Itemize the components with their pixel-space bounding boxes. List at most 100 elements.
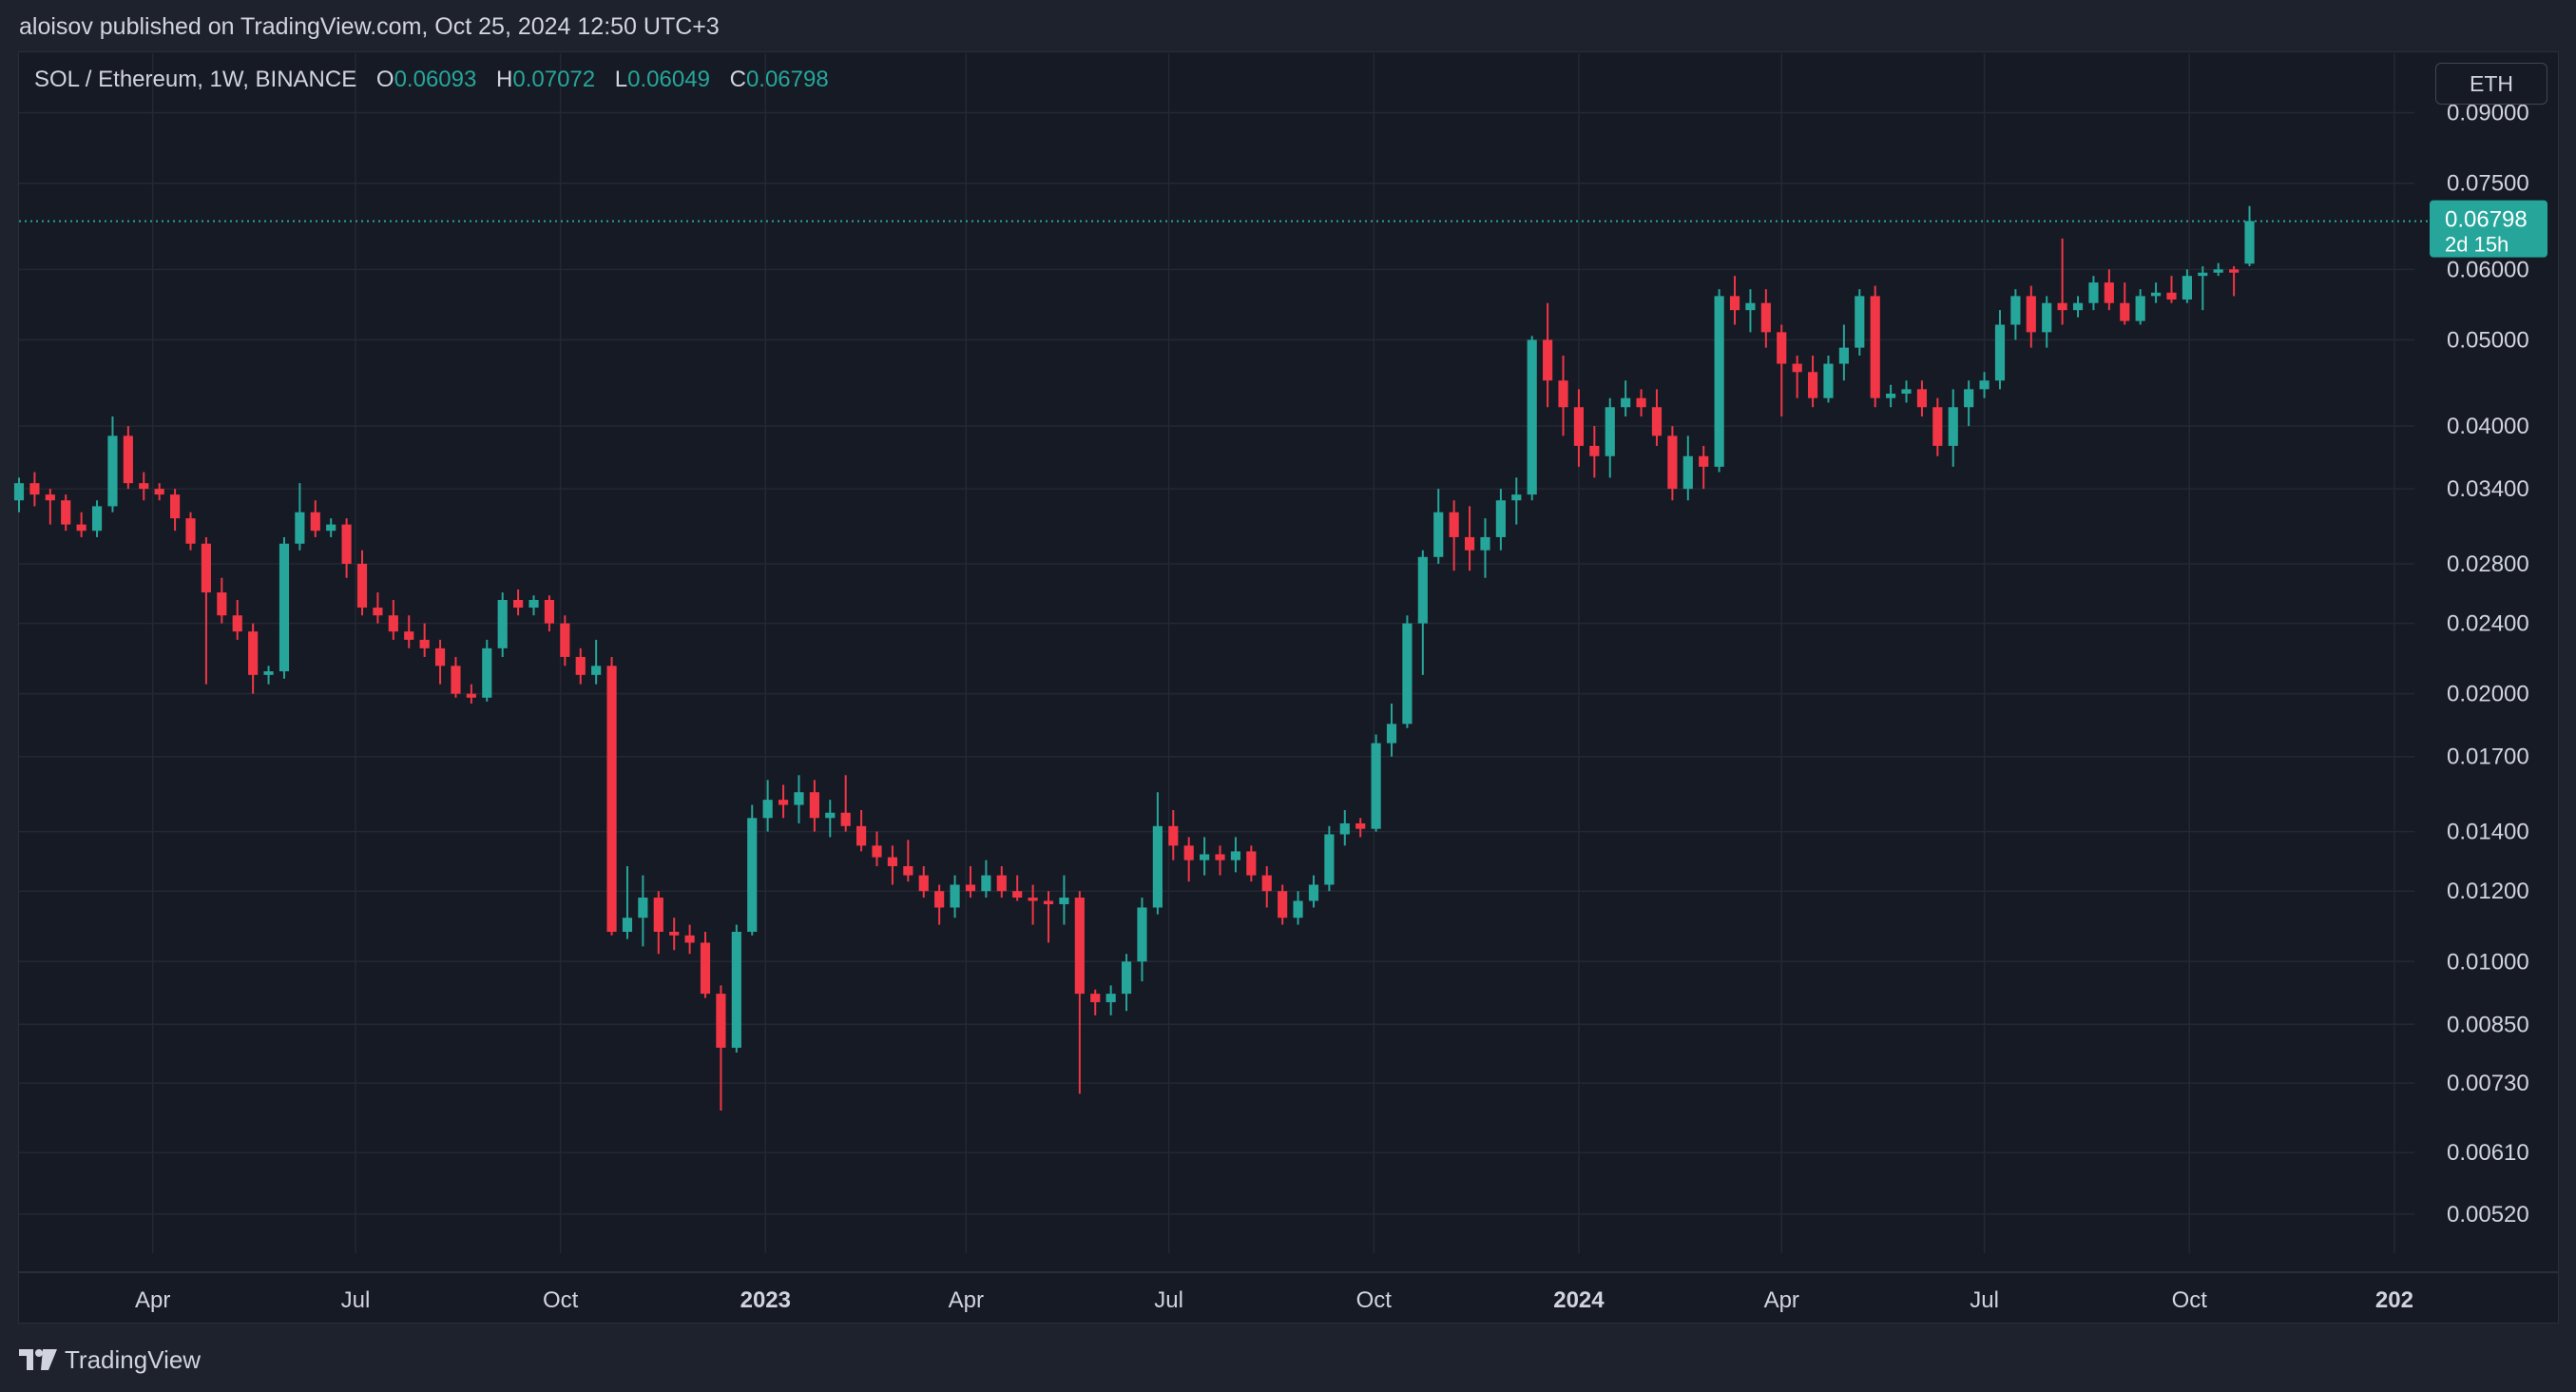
currency-button[interactable]: ETH: [2435, 63, 2547, 105]
candle: [310, 500, 320, 537]
chart-frame[interactable]: [18, 51, 2559, 1324]
candle: [497, 592, 508, 657]
candle: [1777, 324, 1787, 417]
candle-body: [996, 875, 1007, 892]
candle-body: [1059, 898, 1069, 904]
candle-body: [778, 800, 789, 805]
candle-body: [451, 666, 461, 694]
y-tick-label: 0.00850: [2447, 1012, 2529, 1037]
candle-body: [1777, 332, 1787, 364]
candle: [1012, 875, 1023, 901]
candle-body: [1792, 363, 1802, 373]
y-tick-label: 0.01700: [2447, 744, 2529, 770]
candle: [29, 472, 40, 507]
candle: [1324, 825, 1335, 892]
x-tick-label: 202: [2375, 1287, 2413, 1313]
candle-body: [1855, 296, 1865, 348]
candle-body: [809, 792, 819, 819]
candle: [1667, 426, 1678, 501]
high-value: 0.07072: [512, 67, 596, 92]
candle-body: [1682, 455, 1693, 490]
candle-body: [419, 639, 430, 648]
candle: [1355, 818, 1366, 838]
candle-body: [1994, 324, 2006, 381]
candle-body: [1417, 556, 1428, 624]
candle: [965, 865, 976, 899]
candle-body: [1152, 825, 1163, 908]
candle: [1480, 518, 1490, 578]
symbol-label: SOL / Ethereum, 1W, BINANCE: [34, 67, 357, 92]
candle-body: [1183, 845, 1194, 860]
candle: [1589, 426, 1600, 478]
candle: [466, 684, 476, 704]
candle-body: [1870, 296, 1880, 398]
high-label: H: [496, 67, 513, 92]
candle: [404, 615, 414, 648]
candle: [825, 800, 836, 838]
candle: [201, 536, 211, 685]
x-tick-label: Jul: [1154, 1287, 1183, 1313]
candle: [1543, 302, 1553, 408]
last-price-label: 0.06798: [2445, 207, 2528, 233]
candle: [1792, 356, 1802, 398]
candle-body: [2026, 296, 2036, 333]
candle: [1495, 489, 1506, 551]
candle-body: [544, 599, 555, 624]
candle-body: [29, 483, 40, 495]
y-tick-label: 0.04000: [2447, 414, 2529, 439]
candle: [1729, 276, 1740, 325]
candle-body: [1200, 854, 1210, 860]
candle: [1339, 809, 1350, 846]
candle: [872, 831, 882, 866]
candle-body: [356, 563, 368, 609]
candle-body: [154, 489, 164, 495]
candle-body: [1386, 724, 1397, 744]
candle: [1605, 397, 1615, 478]
candle: [1527, 336, 1537, 501]
y-tick-label: 0.03400: [2447, 476, 2529, 502]
candle-body: [684, 935, 695, 943]
candle-body: [1449, 512, 1459, 537]
candle: [217, 577, 227, 624]
candle-body: [1745, 302, 1756, 311]
x-tick-label: Apr: [135, 1287, 170, 1313]
candle: [2026, 285, 2036, 348]
candle-body: [1605, 407, 1615, 456]
candle: [809, 780, 819, 832]
candle-body: [139, 483, 149, 490]
candle: [1745, 289, 1756, 333]
candle: [1074, 891, 1085, 1094]
candle-body: [45, 494, 55, 501]
candle: [2229, 265, 2240, 297]
candle: [2182, 269, 2192, 303]
candle-body: [638, 898, 648, 918]
x-tick-label: Oct: [543, 1287, 579, 1313]
candle-body: [1699, 455, 1709, 467]
candle-body: [1355, 822, 1366, 829]
candle: [622, 865, 633, 939]
candle-body: [1979, 380, 1990, 390]
candle: [794, 775, 804, 823]
candle: [1215, 845, 1225, 876]
candle-body: [1511, 494, 1522, 501]
candle-body: [1932, 407, 1943, 446]
candle-body: [1573, 407, 1585, 446]
x-tick-label: Oct: [1356, 1287, 1393, 1313]
candle: [1651, 389, 1663, 446]
candle-body: [1433, 512, 1444, 557]
candle: [1979, 372, 1990, 398]
candle-body: [981, 875, 991, 892]
last-price-badge: [2430, 200, 2547, 258]
published-info: aloisov published on TradingView.com, Oc…: [19, 13, 720, 40]
candle: [716, 985, 726, 1111]
candle-body: [794, 792, 804, 805]
candle: [2166, 276, 2177, 303]
candle-body: [388, 615, 398, 632]
candle-body: [107, 435, 118, 507]
tradingview-logo[interactable]: TradingView: [19, 1344, 201, 1375]
candle-body: [606, 666, 617, 932]
candle-body: [341, 524, 352, 564]
candle: [2198, 265, 2208, 311]
candle-body: [1137, 907, 1147, 962]
